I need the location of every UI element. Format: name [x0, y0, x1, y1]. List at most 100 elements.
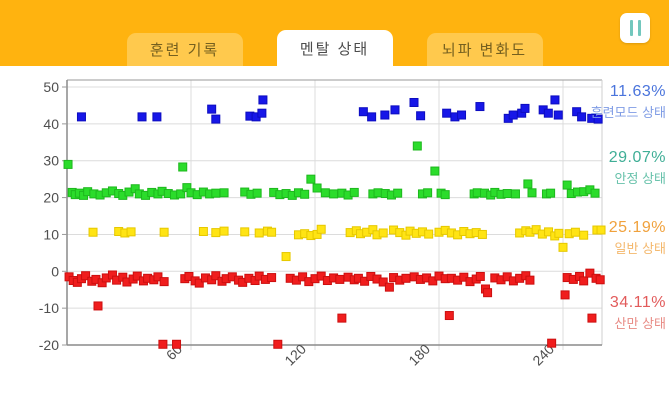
legend-percent: 11.63% [609, 83, 666, 100]
scatter-point [335, 274, 345, 284]
legend-percent: 25.19% [608, 219, 666, 236]
legend-distracted-state: 34.11% 산만 상태 [526, 293, 666, 332]
scatter-point [76, 112, 86, 122]
y-tick-label: 50 [43, 79, 59, 95]
chart-panel: 50 40 30 20 10 0 -10 -20 60 120 180 240 11.63% 훈련모드… [0, 66, 669, 400]
scatter-point [159, 277, 169, 287]
scatter-point [211, 228, 221, 238]
scatter-point [554, 228, 564, 238]
scatter-point [194, 278, 204, 288]
scatter-point [358, 107, 368, 117]
scatter-point [401, 273, 411, 283]
tab-brainwave-change[interactable]: 뇌파 변화도 [426, 33, 543, 66]
scatter-point [337, 313, 347, 323]
scatter-point [560, 290, 570, 300]
y-tick-label: -20 [39, 337, 59, 353]
y-tick-label: 0 [51, 263, 59, 279]
scatter-point [152, 112, 162, 122]
scatter-point [572, 107, 582, 117]
scatter-point [590, 188, 600, 198]
scatter-point [258, 95, 268, 105]
scatter-point [595, 275, 605, 285]
scatter-point [298, 272, 308, 282]
scatter-point [329, 189, 339, 199]
y-tick-label: 30 [43, 153, 59, 169]
legend-name: 훈련모드 상태 [590, 105, 666, 120]
legend-name: 안정 상태 [614, 171, 666, 186]
scatter-point [88, 227, 98, 237]
scatter-point [126, 227, 136, 237]
scatter-point [579, 230, 589, 240]
scatter-point [442, 108, 452, 118]
scatter-point [158, 339, 168, 349]
scatter-point [172, 339, 182, 349]
legend-normal-state: 25.19% 일반 상태 [526, 218, 666, 257]
tab-mental-state[interactable]: 멘탈 상태 [276, 30, 393, 66]
pause-button[interactable] [620, 13, 650, 43]
scatter-point [63, 159, 73, 169]
scatter-point [306, 174, 316, 184]
scatter-point [416, 111, 426, 121]
pause-icon [627, 20, 643, 36]
legend-percent: 34.11% [609, 294, 666, 311]
scatter-point [510, 189, 520, 199]
scatter-point [430, 166, 440, 176]
scatter-point [132, 271, 142, 281]
scatter-point [520, 103, 530, 113]
scatter-point [523, 179, 533, 189]
scatter-point [543, 108, 553, 118]
scatter-point [477, 229, 487, 239]
scatter-point [273, 339, 283, 349]
y-tick-label: 40 [43, 116, 59, 132]
tab-training-record[interactable]: 훈련 기록 [126, 33, 243, 66]
scatter-point [267, 227, 277, 237]
scatter-point [553, 110, 563, 120]
scatter-point [257, 108, 267, 118]
scatter-point [525, 275, 535, 285]
scatter-point [378, 277, 388, 287]
scatter-point [593, 114, 603, 124]
scatter-point [393, 188, 403, 198]
tab-bar: 훈련 기록 멘탈 상태 뇌파 변화도 [0, 30, 669, 66]
scatter-point [360, 276, 370, 286]
scatter-point [475, 102, 485, 112]
legend-name: 산만 상태 [614, 316, 666, 331]
scatter-point [475, 271, 485, 281]
scatter-point [281, 252, 291, 262]
legend-training-mode-state: 11.63% 훈련모드 상태 [526, 82, 666, 121]
scatter-point [483, 288, 493, 298]
scatter-point [176, 189, 186, 199]
legend-name: 일반 상태 [614, 241, 666, 256]
scatter-point [390, 105, 400, 115]
scatter-point [81, 271, 91, 281]
scatter-point [558, 242, 568, 252]
scatter-point [367, 112, 377, 122]
scatter-point [198, 226, 208, 236]
scatter-point [316, 224, 326, 234]
scatter-point [211, 188, 221, 198]
scatter-point [440, 190, 450, 200]
scatter-point [596, 225, 606, 235]
scatter-point [508, 110, 518, 120]
scatter-point [320, 188, 330, 198]
scatter-point [207, 104, 217, 114]
scatter-point [585, 268, 595, 278]
scatter-point [178, 162, 188, 172]
header-bar: 훈련 기록 멘탈 상태 뇌파 변화도 [0, 0, 669, 66]
y-tick-label: -10 [39, 300, 59, 316]
scatter-point [457, 110, 467, 120]
scatter-point [312, 183, 322, 193]
scatter-point [219, 188, 229, 198]
scatter-point [550, 95, 560, 105]
scatter-point [300, 189, 310, 199]
scatter-point [577, 112, 587, 122]
scatter-point [211, 114, 221, 124]
scatter-point [409, 97, 419, 107]
scatter-point [547, 338, 557, 348]
scatter-point [349, 187, 359, 197]
scatter-point [502, 189, 512, 199]
scatter-point [384, 282, 394, 292]
scatter-point [240, 227, 250, 237]
scatter-point [93, 301, 103, 311]
